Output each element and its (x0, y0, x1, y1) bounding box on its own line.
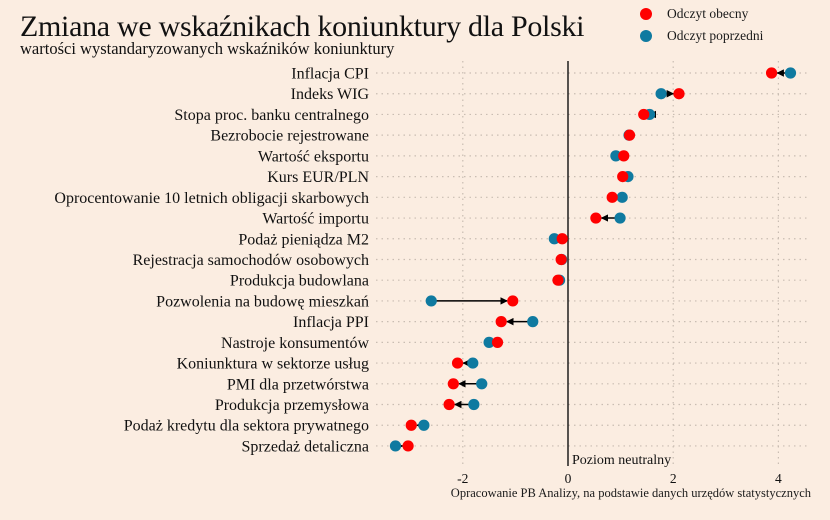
category-label: Sprzedaż detaliczna (242, 438, 369, 455)
reference-line-group: Poziom neutralny (567, 61, 671, 468)
x-tick-label: 2 (670, 471, 677, 486)
point-current (673, 88, 685, 100)
point-current (451, 357, 464, 369)
category-label: Produkcja przemysłowa (215, 397, 369, 414)
category-label: Indeks WIG (291, 86, 370, 103)
category-label: Bezrobocie rejestrowane (210, 128, 369, 145)
point-current (402, 440, 414, 452)
point-previous (389, 440, 402, 452)
point-previous (418, 419, 430, 431)
category-label: Pozwolenia na budowę mieszkań (156, 293, 369, 310)
legend: Odczyt obecny Odczyt poprzedni (636, 3, 763, 47)
point-current (556, 233, 568, 245)
marks (389, 67, 797, 452)
point-previous (655, 88, 667, 100)
point-previous (468, 398, 480, 411)
point-current (555, 253, 567, 266)
point-previous (425, 295, 437, 307)
legend-item-previous: Odczyt poprzedni (636, 25, 763, 47)
point-previous (476, 378, 488, 390)
point-current (590, 212, 602, 224)
rows: Inflacja CPI Indeks WIG Stopa proc. banku … (54, 66, 808, 455)
category-label: PMI dla przetwórstwa (227, 376, 369, 393)
category-label: Inflacja PPI (293, 314, 369, 331)
point-current (552, 274, 564, 286)
grid (462, 61, 780, 466)
point-previous (614, 212, 626, 224)
point-previous (616, 191, 628, 203)
x-tick-label: -2 (457, 471, 468, 486)
legend-label-previous: Odczyt poprzedni (667, 28, 764, 43)
category-label: Oprocentowanie 10 letnich obligacji skar… (54, 190, 369, 207)
category-label: Wartość eksportu (258, 148, 369, 165)
category-label: Produkcja budowlana (230, 273, 369, 290)
point-current (606, 191, 618, 203)
point-current (507, 295, 519, 307)
point-previous (784, 67, 797, 79)
x-axis: -2 0 2 4 (457, 471, 782, 486)
category-label: Wartość importu (262, 211, 369, 228)
category-label: Nastroje konsumentów (221, 335, 369, 352)
reference-line-label: Poziom neutralny (572, 453, 671, 468)
category-label: Stopa proc. banku centralnego (174, 107, 369, 124)
legend-item-current: Odczyt obecny (636, 3, 763, 25)
legend-marker-current (640, 8, 652, 20)
point-current (491, 336, 504, 348)
point-previous (610, 150, 622, 162)
point-current (447, 378, 459, 390)
point-current (495, 316, 507, 328)
category-label: Podaż kredytu dla sektora prywatnego (124, 418, 369, 435)
point-previous (467, 357, 479, 369)
legend-label-current: Odczyt obecny (667, 6, 749, 21)
category-label: Rejestracja samochodów osobowych (133, 252, 369, 269)
point-current (617, 171, 629, 183)
chart-subtitle: wartości wystandaryzowanych wskaźników k… (20, 39, 395, 58)
point-current (405, 419, 417, 431)
category-label: Podaż pieniądza M2 (238, 231, 369, 248)
point-previous (527, 316, 539, 328)
point-current (765, 67, 778, 79)
point-current (638, 108, 650, 121)
x-tick-label: 4 (775, 471, 782, 486)
category-label: Koniunktura w sektorze usług (177, 356, 369, 373)
point-current (443, 398, 455, 411)
point-current (618, 150, 630, 162)
point-previous (548, 233, 560, 245)
chart-title: Zmiana we wskaźnikach koniunktury dla Po… (20, 10, 585, 43)
category-label: Kurs EUR/PLN (267, 169, 369, 186)
point-previous (483, 336, 495, 348)
category-label: Inflacja CPI (291, 66, 369, 83)
legend-marker-previous (640, 30, 652, 42)
source-note: Opracowanie PB Analizy, na podstawie dan… (450, 486, 811, 500)
x-tick-label: 0 (565, 471, 572, 486)
point-current (623, 129, 636, 141)
